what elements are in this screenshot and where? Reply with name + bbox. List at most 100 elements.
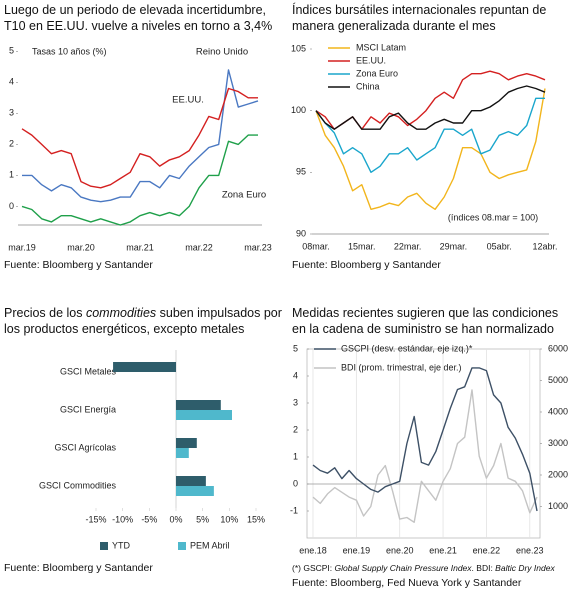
source: Fuente: Bloomberg y Santander [4,259,153,271]
legend-label: PEM Abril [190,540,230,550]
series-line [315,88,546,210]
legend-label: China [356,81,380,91]
y-tick-label: 0 [9,201,14,211]
y-tick-label: 100 [291,105,306,115]
y-tick-label: 5 [9,46,14,56]
legend-box [326,41,410,94]
x-tick-label: ene.19 [343,545,371,555]
x-tick-label: -10% [112,514,133,524]
source: Fuente: Bloomberg y Santander [292,259,441,271]
series-line [21,87,258,189]
x-tick-label: 15% [247,514,265,524]
x-tick-label: 08mar. [302,241,330,251]
bar [176,400,221,410]
series-line [312,367,538,512]
chart-title: Precios de los commodities suben impulsa… [4,305,286,337]
series-label: EE.UU. [172,95,204,106]
series-line [312,389,538,523]
x-tick-label: 5% [196,514,209,524]
text-part: (*) GSCPI: [292,563,335,573]
series-label: Zona Euro [222,190,266,201]
x-tick-label: 15mar. [348,241,376,251]
y-tick-label: 5 [293,343,298,353]
category-label: GSCI Agrícolas [54,442,116,452]
y-tick-label: 2 [293,424,298,434]
text-part: commodities [85,306,157,320]
text-part: Global Supply Chain Pressure Index [334,563,472,573]
x-tick-label: 29mar. [440,241,468,251]
y2-tick-label: 1000 [548,501,568,511]
text-part: Baltic Dry Index [495,563,555,573]
legend-swatch [178,542,186,550]
x-tick-label: ene.21 [429,545,457,555]
legend-swatch [100,542,108,550]
text-part: Precios de los [4,306,86,320]
footnote: (*) GSCPI: Global Supply Chain Pressure … [292,563,555,573]
x-tick-label: -15% [85,514,106,524]
x-tick-label: ene.23 [516,545,544,555]
x-tick-label: mar.22 [185,242,213,252]
x-tick-label: 22mar. [394,241,422,251]
y2-tick-label: 2000 [548,469,568,479]
x-tick-label: 05abr. [487,241,512,251]
bar [176,486,214,496]
annotation: Tasas 10 años (%) [32,46,107,56]
chart-title: Índices bursátiles internacionales repun… [292,3,547,33]
text-part: . BDI: [471,563,496,573]
category-label: GSCI Metales [60,366,117,376]
source: Fuente: Bloomberg, Fed Nueva York y Sant… [292,577,522,589]
y2-tick-label: 4000 [548,406,568,416]
text-part: suben impulsados por los productos energ… [4,306,282,336]
category-label: GSCI Commodities [39,480,117,490]
y-tick-label: 95 [296,167,306,177]
legend-label: YTD [112,540,131,550]
legend-label: BDI (prom. trimestral, eje der.) [341,362,462,372]
y-tick-label: 0 [293,478,298,488]
chart-title: Medidas recientes sugieren que las condi… [292,306,559,336]
y-tick-label: 3 [9,108,14,118]
x-tick-label: 0% [169,514,182,524]
y-tick-label: -1 [290,505,298,515]
x-tick-label: 10% [220,514,238,524]
bar [113,362,176,372]
source: Fuente: Bloomberg y Santander [4,562,153,574]
series-line [315,97,545,173]
legend-label: EE.UU. [356,55,386,65]
category-label: GSCI Energía [60,404,116,414]
y2-tick-label: 6000 [548,343,568,353]
y2-tick-label: 3000 [548,438,568,448]
x-tick-label: 12abr. [532,241,557,251]
y-tick-label: 90 [296,228,306,238]
series-label: Reino Unido [196,47,248,58]
x-tick-label: mar.23 [244,242,272,252]
plot-frame [306,348,541,539]
x-tick-label: -5% [141,514,157,524]
bar [176,438,197,448]
chart-title: Luego de un periodo de elevada incertidu… [4,3,273,33]
x-tick-label: mar.19 [8,242,36,252]
y-tick-label: 2 [9,139,14,149]
y-tick-label: 1 [293,451,298,461]
legend-label: Zona Euro [356,68,398,78]
x-tick-label: ene.22 [473,545,501,555]
y-tick-label: 4 [9,77,14,87]
legend-label: GSCPI (desv. estándar, eje izq.)* [341,343,473,353]
y2-tick-label: 5000 [548,375,568,385]
bar [176,410,232,420]
x-tick-label: ene.18 [299,545,327,555]
x-tick-label: mar.20 [67,242,95,252]
series-line [21,134,258,226]
y-tick-label: 4 [293,370,298,380]
y-tick-label: 3 [293,397,298,407]
bar [176,448,189,458]
annotation: (índices 08.mar = 100) [448,212,538,222]
x-tick-label: mar.21 [126,242,154,252]
y-tick-label: 105 [291,43,306,53]
series-line [22,69,259,203]
bar [176,476,206,486]
x-tick-label: ene.20 [386,545,414,555]
legend-label: MSCI Latam [356,42,406,52]
series-line [315,85,546,130]
